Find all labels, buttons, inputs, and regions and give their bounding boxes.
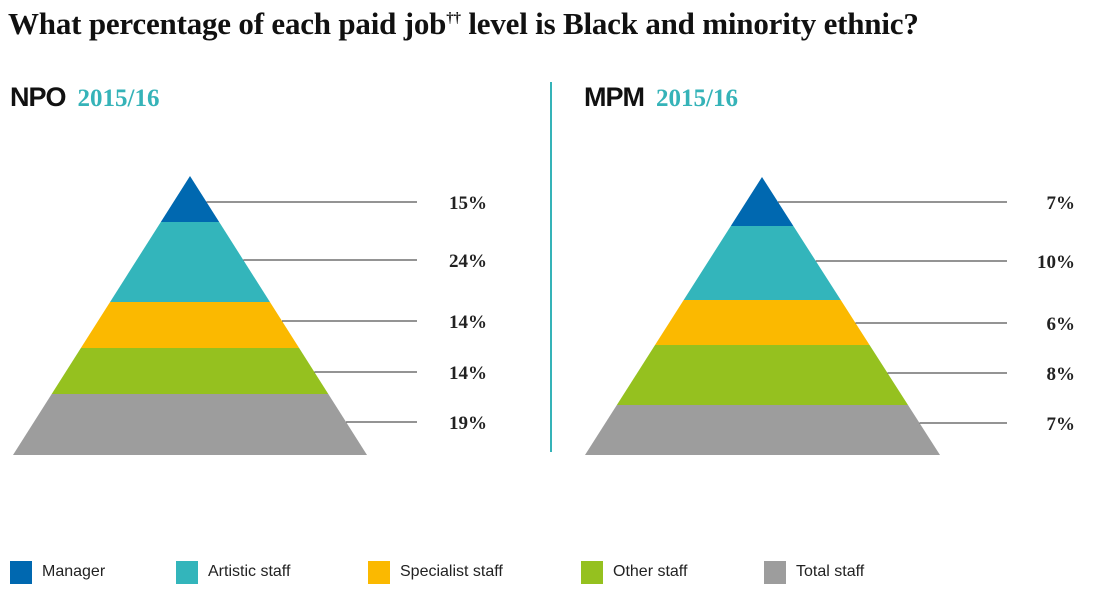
mpm-label: MPM (584, 82, 645, 112)
mpm-band-other-staff (616, 345, 908, 405)
legend-swatch (581, 560, 603, 584)
npo-panel-title: NPO 2015/16 (10, 82, 159, 113)
legend-swatch (368, 560, 390, 584)
mpm-band-artistic-staff (683, 226, 841, 300)
legend-item: Total staff (764, 560, 864, 584)
legend-swatch (176, 560, 198, 584)
npo-band-manager (160, 176, 220, 222)
mpm-band-manager (730, 177, 794, 226)
npo-band-specialist-staff (80, 302, 300, 348)
npo-value-label: 15% (449, 193, 487, 214)
legend-item: Specialist staff (368, 560, 503, 584)
mpm-band-specialist-staff (655, 300, 870, 345)
mpm-band-total-staff (585, 405, 940, 455)
title-footnote-mark: †† (446, 10, 461, 27)
mpm-value-label: 7% (1047, 414, 1076, 435)
mpm-panel-title: MPM 2015/16 (584, 82, 738, 113)
npo-band-artistic-staff (110, 222, 270, 302)
mpm-value-label: 10% (1037, 252, 1075, 273)
legend-label: Artistic staff (208, 563, 291, 580)
legend-item: Other staff (581, 560, 687, 584)
mpm-value-label: 6% (1047, 314, 1076, 335)
npo-value-label: 19% (449, 413, 487, 434)
legend-label: Specialist staff (400, 563, 503, 580)
mpm-period: 2015/16 (656, 85, 738, 112)
mpm-value-label: 7% (1047, 193, 1076, 214)
panel-divider (550, 82, 552, 452)
legend-swatch (764, 560, 786, 584)
npo-band-total-staff (13, 394, 367, 455)
npo-label: NPO (10, 82, 67, 112)
legend-label: Manager (42, 563, 106, 580)
legend-item: Artistic staff (176, 560, 290, 584)
npo-period: 2015/16 (77, 85, 160, 112)
legend-label: Total staff (796, 563, 865, 580)
mpm-value-label: 8% (1047, 364, 1076, 385)
legend-item: Manager (10, 560, 105, 584)
title-text: What percentage of each paid job (8, 6, 447, 41)
legend-label: Other staff (613, 563, 688, 580)
npo-value-label: 14% (449, 312, 487, 333)
legend-swatch (10, 560, 32, 584)
title-text-end: level is Black and minority ethnic? (460, 6, 919, 41)
chart-title: What percentage of each paid job†† level… (8, 6, 919, 42)
npo-value-label: 24% (449, 251, 487, 272)
npo-band-other-staff (51, 348, 329, 394)
npo-value-label: 14% (449, 363, 487, 384)
